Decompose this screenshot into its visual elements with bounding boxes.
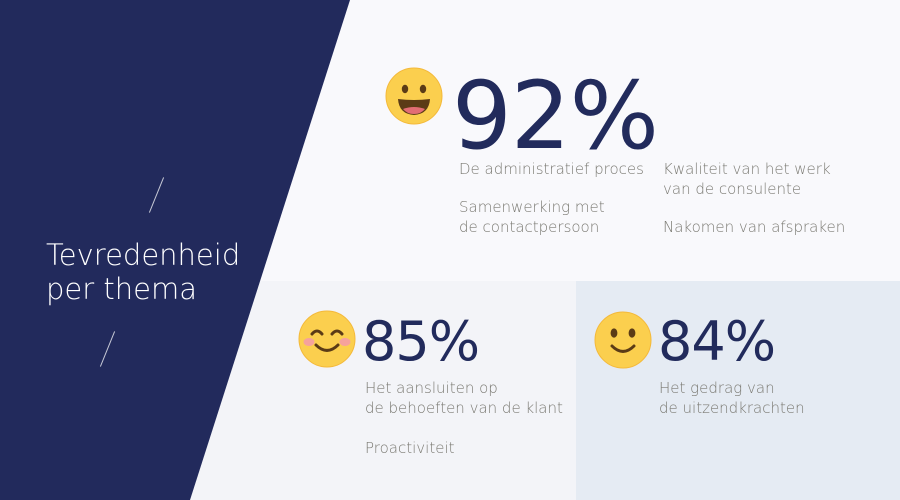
top-item-4: Nakomen van afspraken <box>663 218 846 236</box>
top-percent: 92% <box>452 62 659 171</box>
title-line-1: Tevredenheid <box>46 238 241 272</box>
smiling-blush-face-icon <box>298 310 356 368</box>
slightly-smiling-face-icon <box>594 311 652 369</box>
bottom-right-percent: 84% <box>658 310 776 373</box>
bottom-left-item-1: Het aansluiten op de behoeften van de kl… <box>365 379 563 417</box>
page-title: Tevredenheid per thema <box>46 238 266 306</box>
grinning-face-icon <box>385 67 443 125</box>
title-line-2: per thema <box>46 272 198 306</box>
bottom-right-item-1: Het gedrag van de uitzendkrachten <box>659 379 805 417</box>
top-item-2: Kwaliteit van het werk van de consulente <box>663 160 831 198</box>
bottom-left-percent: 85% <box>362 310 480 373</box>
bottom-left-item-2: Proactiviteit <box>365 439 455 457</box>
top-item-1: De administratief proces <box>459 160 644 178</box>
top-item-3: Samenwerking met de contactpersoon <box>459 198 605 236</box>
